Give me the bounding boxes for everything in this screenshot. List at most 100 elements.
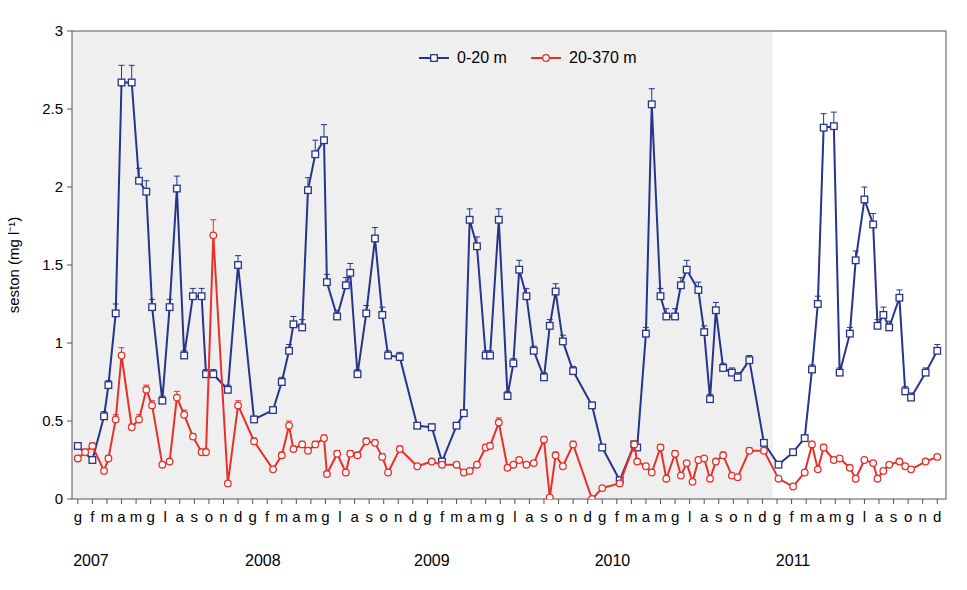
data-point xyxy=(347,270,354,277)
error-cap xyxy=(880,307,886,308)
data-point xyxy=(530,348,537,355)
data-point xyxy=(334,313,341,320)
data-point xyxy=(870,221,877,228)
x-tick-label: d xyxy=(583,508,591,525)
data-point xyxy=(510,461,517,468)
x-tick-label: m xyxy=(829,508,842,525)
data-point xyxy=(847,330,854,337)
x-tick xyxy=(529,499,530,504)
x-tick-label: d xyxy=(234,508,242,525)
x-tick xyxy=(296,499,297,504)
x-tick-label: d xyxy=(409,508,417,525)
year-label: 2011 xyxy=(776,552,811,569)
x-tick-label: l xyxy=(688,508,691,525)
error-cap xyxy=(729,367,735,368)
data-point xyxy=(174,185,181,192)
data-point xyxy=(852,257,859,264)
data-point xyxy=(801,469,808,476)
x-tick xyxy=(835,499,836,504)
data-point xyxy=(251,416,258,423)
x-tick xyxy=(878,499,879,504)
x-tick-label: m xyxy=(654,508,667,525)
data-point xyxy=(713,307,720,314)
data-point xyxy=(89,443,96,450)
x-tick-label: f xyxy=(790,508,795,525)
legend-marker xyxy=(431,55,438,62)
data-point xyxy=(663,313,670,320)
data-point xyxy=(290,446,297,453)
x-tick xyxy=(325,499,326,504)
error-cap xyxy=(312,140,318,141)
data-point xyxy=(820,124,827,131)
error-cap xyxy=(934,344,940,345)
data-point xyxy=(631,441,638,448)
data-point xyxy=(112,416,119,423)
x-tick xyxy=(150,499,151,504)
x-tick-label: o xyxy=(205,508,213,525)
x-tick xyxy=(893,499,894,504)
data-point xyxy=(174,394,181,401)
data-point xyxy=(589,402,596,409)
legend-marker xyxy=(543,55,550,62)
error-cap xyxy=(713,302,719,303)
data-point xyxy=(734,474,741,481)
data-point xyxy=(363,310,370,317)
x-tick-label: n xyxy=(394,508,402,525)
data-point xyxy=(847,465,854,472)
data-point xyxy=(683,460,690,467)
x-tick xyxy=(223,499,224,504)
x-tick xyxy=(704,499,705,504)
x-tick-label: m xyxy=(305,508,318,525)
data-point xyxy=(836,455,843,462)
data-point xyxy=(334,450,341,457)
x-tick xyxy=(208,499,209,504)
x-tick-label: s xyxy=(540,508,548,525)
x-tick xyxy=(718,499,719,504)
data-point xyxy=(530,460,537,467)
data-point xyxy=(112,310,119,317)
x-tick-label: g xyxy=(496,508,504,525)
x-tick-label: f xyxy=(90,508,95,525)
data-point xyxy=(379,312,386,319)
x-tick-label: s xyxy=(890,508,898,525)
data-point xyxy=(453,461,460,468)
data-point xyxy=(713,458,720,465)
data-point xyxy=(321,137,328,144)
data-point xyxy=(689,479,696,486)
x-tick xyxy=(340,499,341,504)
data-point xyxy=(552,452,559,459)
data-point xyxy=(775,461,782,468)
data-point xyxy=(634,458,641,465)
x-tick xyxy=(747,499,748,504)
x-tick-label: g xyxy=(321,508,329,525)
data-point xyxy=(672,313,679,320)
data-point xyxy=(496,419,503,426)
data-point xyxy=(305,187,312,194)
data-point xyxy=(861,457,868,464)
data-point xyxy=(105,455,112,462)
data-point xyxy=(922,369,929,376)
error-cap xyxy=(119,347,125,348)
x-tick xyxy=(908,499,909,504)
data-point xyxy=(414,463,421,470)
year-label: 2007 xyxy=(73,552,109,569)
x-tick xyxy=(136,499,137,504)
error-cap xyxy=(321,124,327,125)
data-point xyxy=(210,371,217,378)
x-tick-label: a xyxy=(467,508,476,525)
error-cap xyxy=(143,385,149,386)
data-point xyxy=(934,348,941,355)
data-point xyxy=(510,360,517,367)
data-point xyxy=(678,282,685,289)
data-point xyxy=(128,79,135,86)
error-cap xyxy=(210,219,216,220)
data-point xyxy=(136,177,143,184)
year-label: 2008 xyxy=(245,552,281,569)
x-tick xyxy=(441,499,442,504)
x-tick-label: n xyxy=(569,508,577,525)
legend-label: 20-370 m xyxy=(569,49,637,66)
x-tick xyxy=(675,499,676,504)
data-point xyxy=(648,101,655,108)
data-point xyxy=(701,455,708,462)
data-point xyxy=(461,410,468,417)
